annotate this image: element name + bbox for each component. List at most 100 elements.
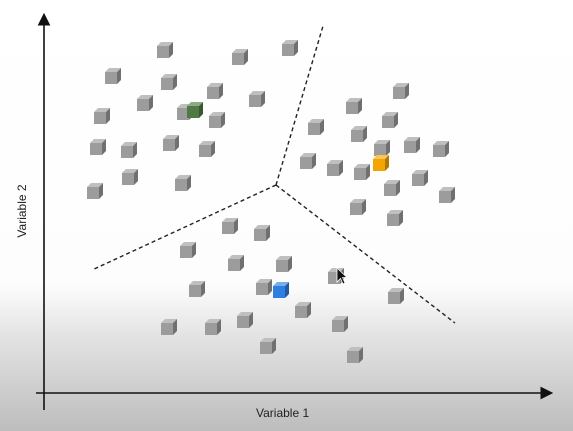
cube-point <box>94 108 110 124</box>
data-points <box>87 40 455 363</box>
cube-front-face <box>347 351 359 363</box>
cube-front-face <box>237 316 249 328</box>
cube-side-face <box>366 164 370 180</box>
cube-front-face <box>90 143 102 155</box>
cube-point <box>282 40 298 56</box>
cube-point <box>199 141 215 157</box>
cube-side-face <box>173 319 177 335</box>
cube-top-face <box>354 164 370 168</box>
cube-point <box>387 210 403 226</box>
cube-front-face <box>260 342 272 354</box>
cube-top-face <box>175 175 191 179</box>
cube-top-face <box>276 256 292 260</box>
cube-point <box>237 312 253 328</box>
cube-front-face <box>382 116 394 128</box>
cube-front-face <box>94 112 106 124</box>
cube-point <box>137 95 153 111</box>
cube-top-face <box>137 95 153 99</box>
cube-point <box>256 279 272 295</box>
cube-front-face <box>177 108 189 120</box>
cube-side-face <box>445 141 449 157</box>
cube-front-face <box>433 145 445 157</box>
cube-point <box>254 225 270 241</box>
cube-top-face <box>387 210 403 214</box>
cube-front-face <box>222 222 234 234</box>
cube-point <box>90 139 106 155</box>
cube-side-face <box>133 142 137 158</box>
cube-side-face <box>394 112 398 128</box>
cube-front-face <box>87 187 99 199</box>
cube-point <box>295 302 311 318</box>
cube-front-face <box>249 95 261 107</box>
cube-front-face <box>161 323 173 335</box>
cube-side-face <box>344 316 348 332</box>
cube-front-face <box>199 145 211 157</box>
cube-front-face <box>351 130 363 142</box>
cube-front-face <box>175 179 187 191</box>
boundary-line-left <box>91 184 277 271</box>
cube-front-face <box>393 87 405 99</box>
cube-top-face <box>105 68 121 72</box>
cube-top-face <box>199 141 215 145</box>
cube-side-face <box>219 83 223 99</box>
cube-top-face <box>439 187 455 191</box>
cube-side-face <box>217 319 221 335</box>
cube-front-face <box>327 164 339 176</box>
cube-top-face <box>90 139 106 143</box>
cube-front-face <box>350 203 362 215</box>
cube-point <box>308 119 324 135</box>
cube-point <box>433 141 449 157</box>
cube-point <box>300 153 316 169</box>
cube-point <box>346 98 362 114</box>
cube-point <box>382 112 398 128</box>
cube-top-face <box>222 218 238 222</box>
cube-point <box>249 91 265 107</box>
cube-side-face <box>221 112 225 128</box>
cube-point <box>439 187 455 203</box>
cube-point <box>157 42 173 58</box>
cube-point <box>87 183 103 199</box>
cube-point <box>228 255 244 271</box>
cube-point <box>121 142 137 158</box>
cube-top-face <box>122 169 138 173</box>
cube-top-face <box>373 155 389 159</box>
cube-top-face <box>350 199 366 203</box>
cube-side-face <box>187 175 191 191</box>
cube-top-face <box>87 183 103 187</box>
cube-front-face <box>384 184 396 196</box>
cube-front-face <box>354 168 366 180</box>
cube-front-face <box>209 116 221 128</box>
boundary-line-right <box>275 184 456 324</box>
cube-point <box>404 137 420 153</box>
cube-top-face <box>346 98 362 102</box>
cube-point <box>189 281 205 297</box>
cube-point <box>260 338 276 354</box>
cube-side-face <box>288 256 292 272</box>
cube-side-face <box>261 91 265 107</box>
cube-top-face <box>249 91 265 95</box>
cube-front-face <box>374 144 386 156</box>
cube-front-face <box>346 102 358 114</box>
cube-side-face <box>399 210 403 226</box>
cube-side-face <box>169 42 173 58</box>
cube-top-face <box>187 102 203 106</box>
cube-point <box>393 83 409 99</box>
cube-top-face <box>180 242 196 246</box>
cube-side-face <box>201 281 205 297</box>
cube-side-face <box>211 141 215 157</box>
cube-side-face <box>359 347 363 363</box>
cube-top-face <box>205 319 221 323</box>
cube-side-face <box>240 255 244 271</box>
cube-side-face <box>272 338 276 354</box>
cube-side-face <box>294 40 298 56</box>
cube-side-face <box>102 139 106 155</box>
cube-front-face <box>332 320 344 332</box>
cube-top-face <box>282 40 298 44</box>
cube-side-face <box>234 218 238 234</box>
cube-top-face <box>209 112 225 116</box>
cube-top-face <box>157 42 173 46</box>
cube-top-face <box>228 255 244 259</box>
y-axis-label: Variable 2 <box>15 184 29 238</box>
cube-point <box>161 319 177 335</box>
cube-side-face <box>134 169 138 185</box>
